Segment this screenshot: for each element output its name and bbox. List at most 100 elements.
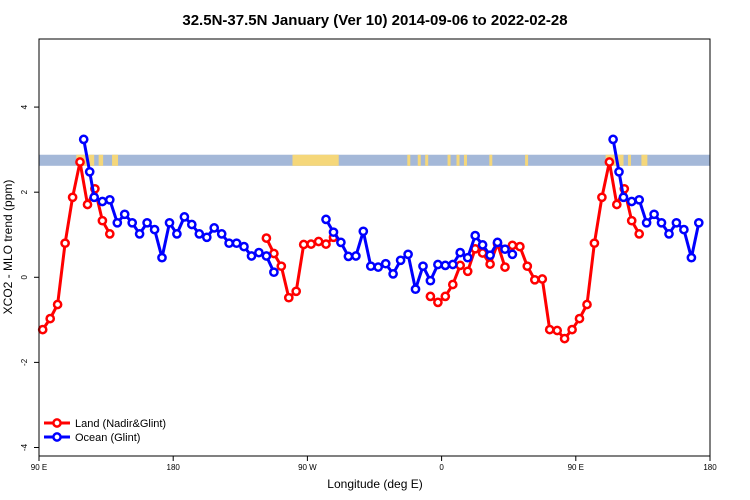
- data-point: [485, 259, 495, 269]
- data-point: [455, 247, 466, 258]
- data-point: [515, 241, 525, 252]
- data-point: [507, 240, 518, 251]
- data-point: [425, 291, 436, 302]
- data-point: [313, 236, 324, 247]
- data-point: [462, 266, 473, 277]
- data-point: [45, 313, 56, 324]
- legend-marker: [52, 418, 62, 428]
- data-point: [298, 239, 309, 250]
- data-point: [507, 249, 518, 260]
- data-point: [614, 166, 624, 177]
- data-point: [641, 217, 652, 228]
- data-point: [365, 261, 376, 272]
- band-land-patch: [605, 154, 624, 166]
- x-tick-label: 180: [703, 463, 717, 472]
- data-point: [403, 249, 413, 260]
- data-point: [149, 224, 160, 235]
- data-point: [172, 229, 182, 239]
- band-land-patch: [463, 154, 467, 166]
- y-axis: -4 -2 0 2 4: [20, 104, 39, 451]
- band-land-patch: [456, 154, 460, 166]
- data-point: [276, 261, 287, 272]
- band-land-patch: [447, 154, 451, 166]
- data-point: [634, 229, 645, 239]
- band-land-patch: [76, 154, 95, 166]
- data-point: [239, 241, 249, 252]
- data-point: [671, 217, 682, 228]
- band-land-patch: [489, 154, 493, 166]
- data-point: [119, 209, 130, 220]
- data-point: [358, 226, 369, 237]
- data-point: [216, 229, 227, 239]
- series-land: [37, 157, 645, 344]
- legend-marker: [52, 432, 62, 442]
- data-point: [52, 299, 63, 310]
- data-point: [60, 238, 70, 249]
- data-point: [283, 292, 294, 303]
- data-point: [104, 229, 115, 239]
- x-axis: 90 E 180 90 W 0 90 E 180: [31, 456, 717, 472]
- data-point: [544, 324, 555, 335]
- data-point: [462, 252, 473, 263]
- data-point: [89, 192, 100, 203]
- data-point: [306, 239, 316, 249]
- data-point: [179, 212, 190, 222]
- data-point: [597, 192, 607, 203]
- data-point: [112, 217, 123, 228]
- data-point: [269, 267, 279, 278]
- series-layer: [37, 134, 704, 344]
- data-point: [104, 194, 115, 205]
- data-point: [97, 215, 108, 226]
- data-point: [626, 196, 637, 207]
- data-point: [97, 196, 108, 207]
- band-land-patch: [292, 154, 339, 166]
- data-point: [440, 291, 451, 302]
- x-axis-label: Longitude (deg E): [327, 477, 422, 491]
- data-point: [261, 233, 272, 243]
- data-point: [321, 239, 331, 249]
- band-land-patch: [407, 154, 411, 166]
- data-point: [186, 219, 197, 230]
- data-point: [522, 261, 533, 272]
- data-point: [261, 251, 272, 261]
- data-point: [343, 251, 354, 262]
- legend-label: Land (Nadir&Glint): [75, 418, 166, 430]
- band-land-patch: [417, 154, 421, 166]
- data-point: [336, 237, 346, 248]
- data-point: [209, 223, 220, 233]
- data-point: [529, 274, 540, 285]
- data-point: [447, 279, 458, 290]
- y-tick-label: 4: [20, 104, 29, 109]
- data-point: [686, 252, 697, 263]
- data-point: [67, 192, 78, 203]
- data-point: [492, 237, 503, 248]
- data-point: [373, 262, 384, 272]
- band-land-patch: [112, 154, 119, 166]
- data-point: [582, 299, 592, 310]
- data-point: [425, 275, 436, 286]
- series-line: [41, 160, 112, 331]
- data-point: [618, 192, 629, 203]
- data-point: [84, 166, 95, 177]
- data-point: [589, 238, 600, 249]
- x-tick-label: 180: [167, 463, 181, 472]
- data-point: [224, 238, 234, 249]
- band-land-patch: [425, 154, 429, 166]
- data-point: [395, 255, 406, 266]
- data-point: [477, 240, 488, 250]
- data-point: [559, 333, 570, 344]
- data-point: [611, 199, 622, 210]
- data-point: [291, 286, 302, 297]
- surface-type-band: [39, 154, 710, 166]
- x-tick-label: 90 W: [298, 463, 317, 472]
- data-point: [634, 194, 645, 205]
- plot-frame: [38, 38, 711, 457]
- data-point: [418, 261, 428, 272]
- data-point: [440, 260, 451, 271]
- data-point: [246, 251, 257, 261]
- data-point: [433, 297, 443, 308]
- data-point: [574, 313, 585, 324]
- data-point: [328, 227, 339, 238]
- y-tick-label: 2: [20, 189, 29, 194]
